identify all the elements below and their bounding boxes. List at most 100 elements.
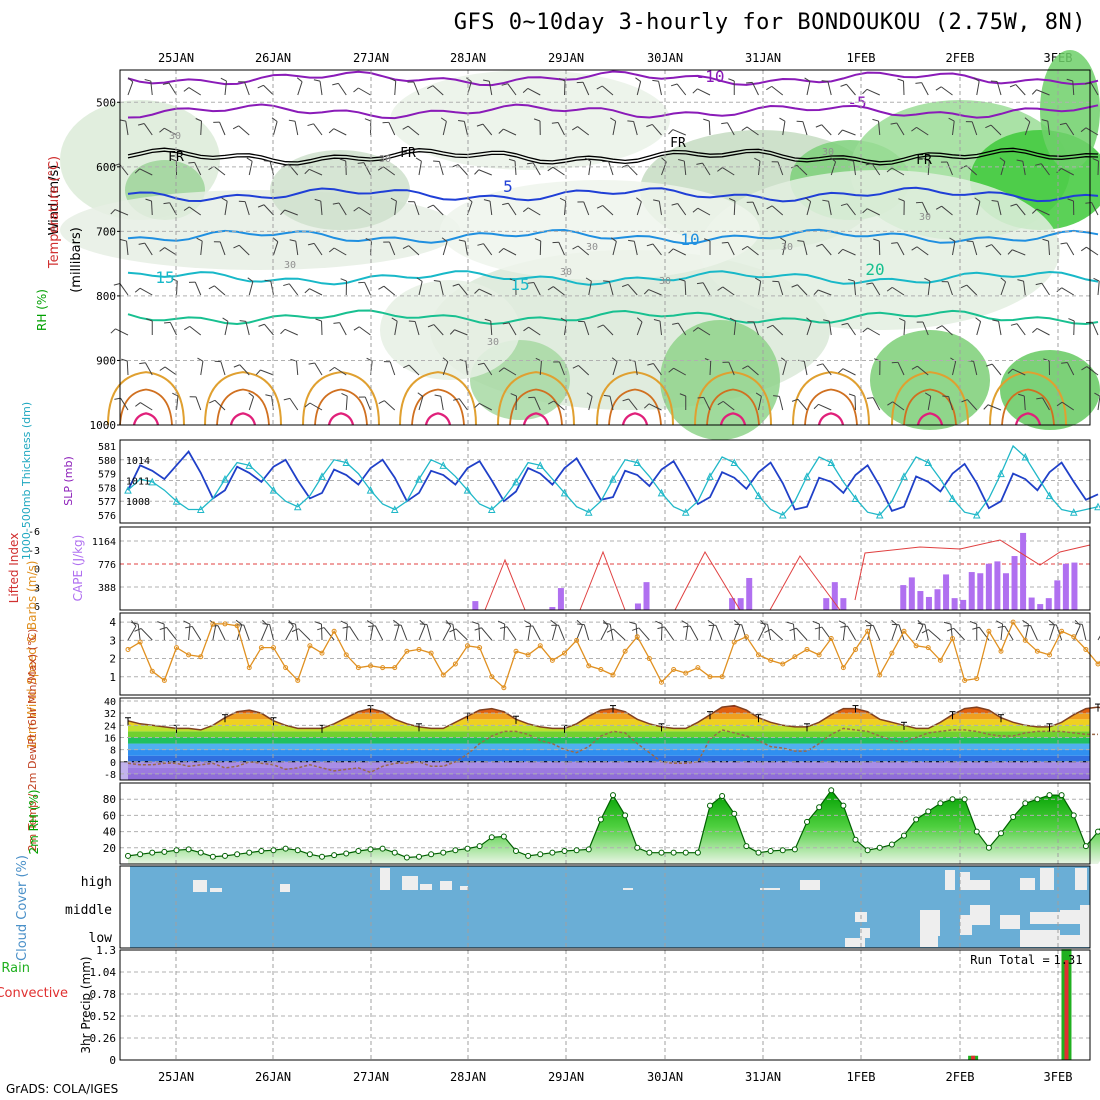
wind-speed-marker — [198, 654, 204, 660]
date-label-top: 29JAN — [548, 51, 584, 65]
temp-tick-label: 32 — [104, 709, 116, 720]
2m-rh-marker — [888, 841, 895, 848]
li-tick-label: -3 — [28, 546, 40, 557]
upper-wind-barb-flag — [474, 403, 480, 408]
upper-wind-barb-flag — [935, 86, 942, 91]
upper-wind-barb — [488, 81, 493, 96]
thickness-marker — [536, 461, 545, 469]
slp-tick-label: 1008 — [126, 497, 150, 508]
date-label-bottom: 26JAN — [255, 1070, 291, 1084]
2m-rh-marker — [355, 848, 362, 855]
upper-wind-barb-flag — [935, 205, 942, 210]
temp-band — [128, 705, 1090, 708]
upper-wind-barb-flag — [427, 204, 434, 209]
thickness-marker — [900, 472, 908, 480]
upper-wind-barb — [139, 287, 153, 296]
2m-rh-marker — [1058, 792, 1065, 799]
upper-wind-barb-flag — [643, 289, 649, 295]
wind-speed-marker — [792, 654, 798, 660]
cloud-cover-panel — [119, 865, 1091, 949]
upper-wind-barb — [758, 281, 762, 296]
upper-wind-barb-flag — [866, 282, 873, 285]
wind-tick-label: 2 — [109, 653, 116, 666]
upper-wind-barb — [527, 87, 541, 96]
sfc-wind-barb — [891, 624, 898, 641]
2m-rh-marker — [767, 848, 774, 855]
upper-wind-barb-flag — [522, 207, 529, 213]
credit-label: GrADS: COLA/IGES — [6, 1082, 119, 1096]
upper-wind-barb — [818, 403, 832, 411]
2m-rh-marker — [1095, 828, 1100, 835]
upper-wind-barb-flag — [183, 206, 190, 211]
upper-wind-barb — [1015, 84, 1026, 96]
upper-wind-barb — [490, 320, 493, 336]
upper-wind-barb — [702, 162, 711, 176]
upper-wind-barb — [991, 244, 1002, 256]
upper-wind-barb-flag — [1056, 168, 1062, 173]
upper-wind-barb — [200, 241, 203, 256]
upper-wind-barb — [821, 124, 832, 136]
2m-dewpt-line — [127, 727, 1098, 774]
upper-wind-barb — [867, 327, 881, 336]
sfc-wind-barb-flag — [474, 627, 482, 631]
sfc-wind-barb — [527, 624, 532, 641]
upper-wind-barb-flag — [510, 393, 517, 397]
upper-wind-barb — [896, 242, 905, 256]
slp-tick-label: 1014 — [126, 456, 150, 467]
wind-speed-marker — [780, 661, 786, 667]
sfc-wind-barb-flag — [314, 621, 322, 625]
upper-wind-barb-flag — [474, 288, 480, 294]
cape-bar — [634, 603, 641, 610]
thickness-marker — [366, 486, 375, 494]
sfc-wind-barb — [532, 625, 541, 641]
wind-speed-marker — [149, 668, 155, 674]
wind-speed-marker — [950, 636, 955, 642]
upper-wind-barb — [383, 166, 396, 176]
upper-wind-barb — [442, 361, 449, 376]
sfc-wind-barb — [689, 625, 699, 641]
upper-wind-barb-flag — [603, 280, 610, 282]
upper-wind-barb — [296, 361, 299, 376]
cape-bar — [985, 563, 992, 610]
upper-wind-barb-flag — [340, 278, 347, 282]
li-tick-label: 6 — [34, 602, 40, 613]
upper-wind-barb-flag — [483, 79, 490, 82]
upper-wind-barb — [746, 126, 759, 136]
warm-contour-35 — [314, 388, 368, 426]
upper-wind-barb-flag — [332, 202, 340, 205]
temp-tick-label: 24 — [104, 721, 116, 732]
upper-wind-barb-flag — [653, 318, 661, 322]
upper-wind-barb-flag — [272, 237, 279, 243]
wind-speed-marker — [986, 628, 992, 634]
thickness-tick-label: 577 — [98, 497, 116, 508]
upper-wind-barb-flag — [110, 328, 116, 334]
cape-li-panel — [119, 526, 1091, 611]
2m-rh-marker — [173, 847, 180, 854]
upper-wind-barb — [1016, 323, 1026, 336]
upper-wind-barb-flag — [390, 197, 397, 202]
upper-wind-barb — [150, 81, 153, 96]
upper-wind-barb-flag — [339, 158, 346, 162]
rh-axis-label: RH (%) — [35, 289, 49, 331]
upper-wind-barb — [601, 85, 614, 96]
upper-wind-barb — [188, 87, 202, 96]
sfc-wind-barb — [295, 624, 299, 641]
upper-wind-barb — [966, 284, 978, 296]
sfc-wind-barb-flag — [185, 625, 193, 629]
upper-wind-barb-flag — [572, 245, 579, 250]
upper-wind-barb — [244, 201, 250, 216]
cape-bar — [1062, 563, 1069, 610]
upper-wind-barb-flag — [1031, 208, 1038, 214]
upper-wind-barb-flag — [1018, 393, 1025, 397]
warm-contour-40 — [424, 412, 452, 426]
wind-speed-marker — [816, 652, 822, 658]
upper-wind-barb — [418, 281, 423, 296]
upper-wind-barb-flag — [239, 320, 246, 322]
upper-wind-barb — [288, 283, 299, 296]
wind-speed-marker — [1059, 628, 1065, 634]
upper-wind-barb-flag — [402, 245, 409, 249]
temp-tick-label: 16 — [104, 733, 116, 744]
upper-wind-barb-flag — [766, 85, 772, 91]
total-rain-label: Total / Rain — [0, 961, 30, 976]
